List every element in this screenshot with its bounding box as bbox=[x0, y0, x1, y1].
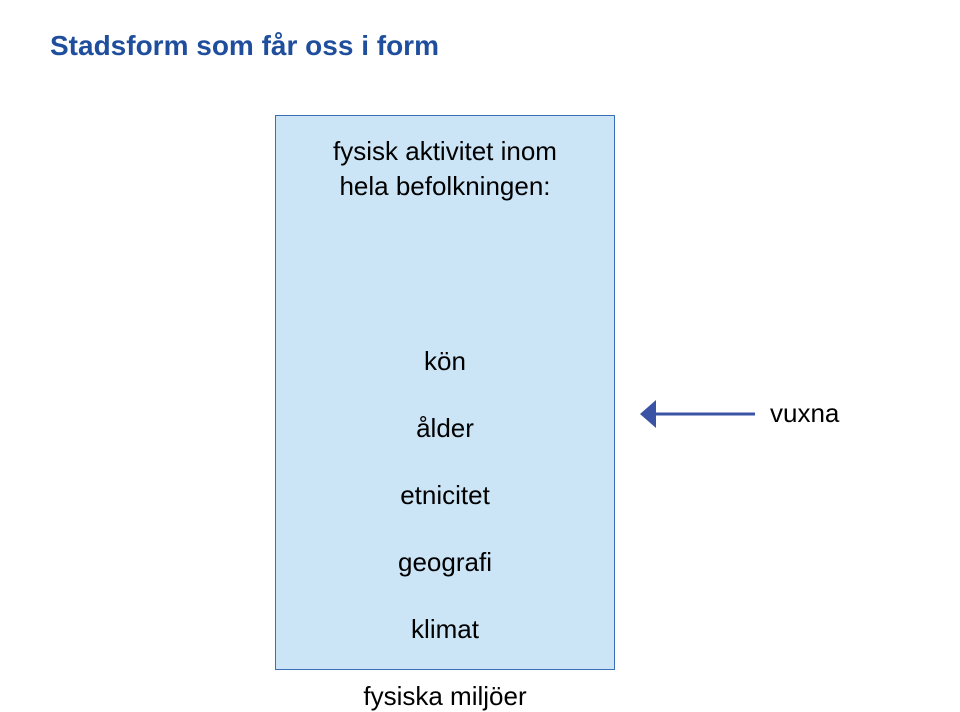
box-header-line: fysisk aktivitet inom bbox=[333, 134, 557, 169]
list-item: klimat bbox=[411, 614, 479, 645]
list-item: etnicitet bbox=[400, 480, 490, 511]
box-header-line: hela befolkningen: bbox=[333, 169, 557, 204]
content-box: fysisk aktivitet inomhela befolkningen: … bbox=[275, 115, 615, 670]
slide-title: Stadsform som får oss i form bbox=[50, 30, 439, 62]
list-item: fysiska miljöer bbox=[363, 681, 526, 712]
list-item: ålder bbox=[416, 413, 474, 444]
list-item: kön bbox=[424, 346, 466, 377]
slide: Stadsform som får oss i form fysisk akti… bbox=[0, 0, 960, 703]
annotation-label: vuxna bbox=[770, 398, 839, 429]
box-header: fysisk aktivitet inomhela befolkningen: bbox=[333, 134, 557, 204]
arrow-shaft bbox=[656, 413, 755, 416]
arrow-icon bbox=[640, 400, 755, 428]
box-list: kön ålder etnicitet geografi klimat fysiska m… bbox=[276, 346, 614, 712]
list-item: geografi bbox=[398, 547, 492, 578]
arrow-head bbox=[640, 400, 656, 428]
